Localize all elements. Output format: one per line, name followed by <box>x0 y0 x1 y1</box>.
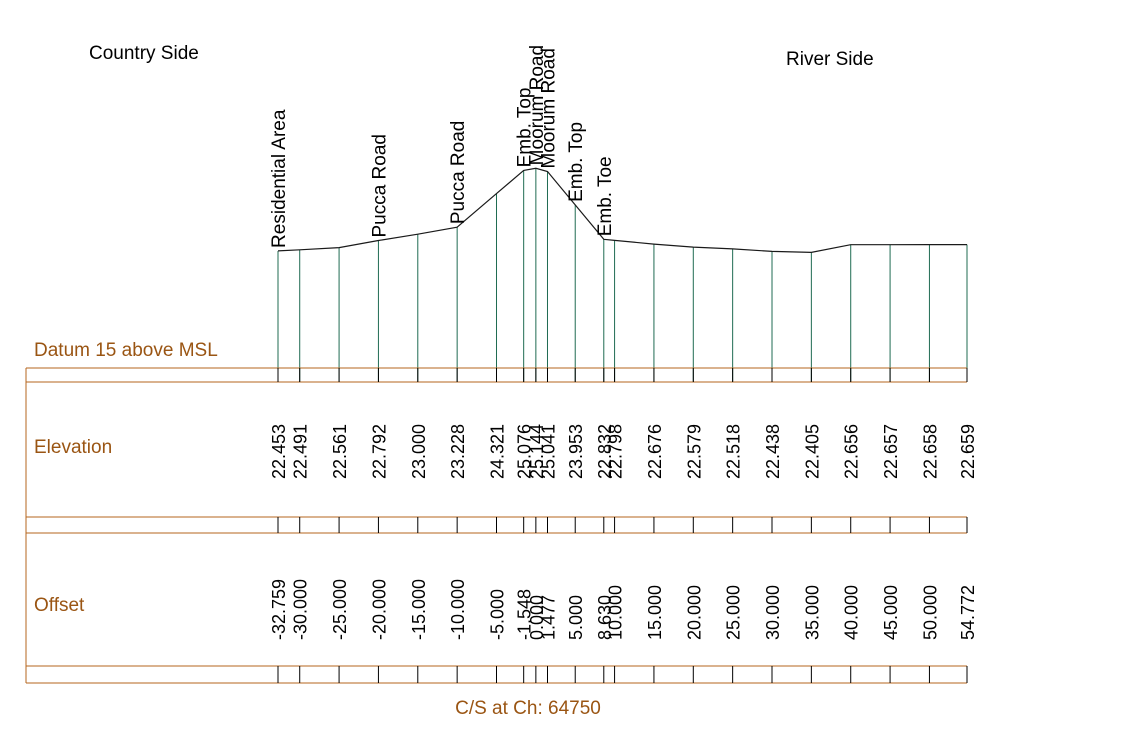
offset-row-label: Offset <box>34 595 85 616</box>
offset-value: -20.000 <box>369 579 389 640</box>
feature-label: Emb. Top <box>515 87 536 167</box>
elevation-value: 22.798 <box>606 424 626 479</box>
elevation-value: 25.144 <box>527 424 547 479</box>
elevation-value: 22.579 <box>684 424 704 479</box>
feature-label: Moorum Road <box>527 45 548 165</box>
chart-caption: C/S at Ch: 64750 <box>455 698 601 719</box>
elevation-value: 22.657 <box>881 424 901 479</box>
ground-profile <box>277 167 967 254</box>
offset-value: 20.000 <box>684 585 704 640</box>
feature-label: Moorum Road <box>539 48 560 168</box>
feature-label: Pucca Road <box>448 121 469 225</box>
elevation-value: 23.000 <box>409 424 429 479</box>
elevation-value: 22.832 <box>595 424 615 479</box>
profile-line <box>277 167 967 254</box>
feature-label: Residential Area <box>269 109 290 248</box>
river-side-label: River Side <box>786 49 874 70</box>
elevation-value: 25.076 <box>515 424 535 479</box>
offset-value: 8.630 <box>595 595 615 640</box>
elevation-value: 23.228 <box>448 424 468 479</box>
station-lines <box>277 168 968 382</box>
offset-value: 50.000 <box>920 585 940 640</box>
elevation-value: 22.676 <box>645 424 665 479</box>
offset-value: 5.000 <box>566 595 586 640</box>
offset-values: -32.759 -30.000 -25.000 -20.000 -15.000 -10.0… <box>269 579 978 640</box>
offset-value: -1.548 <box>515 589 535 640</box>
elevation-value: 24.321 <box>488 424 508 479</box>
offset-value: 0.000 <box>527 595 547 640</box>
table-ticks <box>277 368 968 683</box>
offset-value: -30.000 <box>291 579 311 640</box>
country-side-label: Country Side <box>89 43 199 64</box>
elevation-value: 22.491 <box>291 424 311 479</box>
elevation-value: 22.656 <box>842 424 862 479</box>
elevation-value: 22.405 <box>802 424 822 479</box>
offset-value: 45.000 <box>881 585 901 640</box>
elevation-value: 22.438 <box>763 424 783 479</box>
elevation-values: 22.453 22.491 22.561 22.792 23.000 23.228 24.3… <box>269 424 978 479</box>
elevation-value: 22.658 <box>920 424 940 479</box>
offset-value: 30.000 <box>763 585 783 640</box>
offset-value: 1.477 <box>539 595 559 640</box>
elevation-value: 23.953 <box>566 424 586 479</box>
offset-value: -5.000 <box>488 589 508 640</box>
offset-value: 25.000 <box>724 585 744 640</box>
offset-value: 40.000 <box>842 585 862 640</box>
offset-value: -10.000 <box>448 579 468 640</box>
feature-label: Emb. Toe <box>595 156 616 236</box>
elevation-value: 22.792 <box>369 424 389 479</box>
feature-label: Emb. Top <box>566 122 587 202</box>
offset-value: -15.000 <box>409 579 429 640</box>
elevation-value: 25.041 <box>539 424 559 479</box>
offset-value: -25.000 <box>330 579 350 640</box>
offset-value: -32.759 <box>269 579 289 640</box>
elevation-row-label: Elevation <box>34 437 112 458</box>
datum-label: Datum 15 above MSL <box>34 340 218 361</box>
elevation-value: 22.453 <box>269 424 289 479</box>
feature-label: Pucca Road <box>369 134 390 238</box>
offset-value: 35.000 <box>802 585 822 640</box>
elevation-value: 22.659 <box>958 424 978 479</box>
offset-value: 15.000 <box>645 585 665 640</box>
offset-value: 54.772 <box>958 585 978 640</box>
offset-value: 10.000 <box>606 585 626 640</box>
elevation-value: 22.518 <box>724 424 744 479</box>
elevation-value: 22.561 <box>330 424 350 479</box>
feature-labels: Residential Area Pucca Road Pucca Road Emb.… <box>269 45 616 248</box>
